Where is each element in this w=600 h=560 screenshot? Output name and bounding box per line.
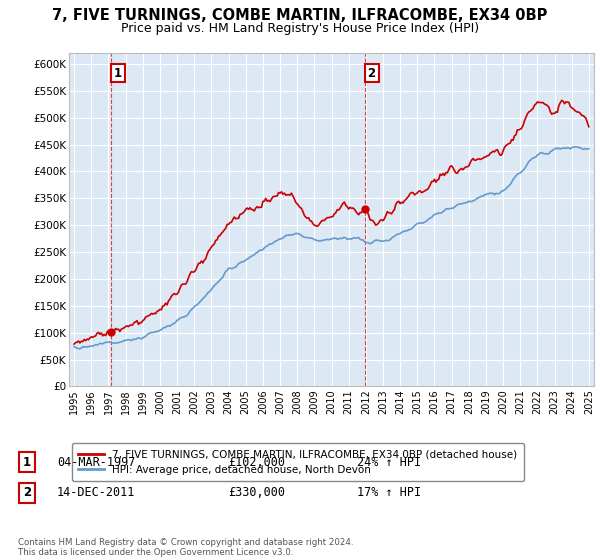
Legend: 7, FIVE TURNINGS, COMBE MARTIN, ILFRACOMBE, EX34 0BP (detached house), HPI: Aver: 7, FIVE TURNINGS, COMBE MARTIN, ILFRACOM… (71, 444, 524, 481)
Text: £330,000: £330,000 (228, 486, 285, 500)
Text: 1: 1 (23, 455, 31, 469)
Text: 1: 1 (114, 67, 122, 80)
Text: 2: 2 (23, 486, 31, 500)
Text: £102,000: £102,000 (228, 455, 285, 469)
Text: 14-DEC-2011: 14-DEC-2011 (57, 486, 136, 500)
Text: 2: 2 (368, 67, 376, 80)
Text: 17% ↑ HPI: 17% ↑ HPI (357, 486, 421, 500)
Text: Contains HM Land Registry data © Crown copyright and database right 2024.
This d: Contains HM Land Registry data © Crown c… (18, 538, 353, 557)
Text: 24% ↑ HPI: 24% ↑ HPI (357, 455, 421, 469)
Text: 7, FIVE TURNINGS, COMBE MARTIN, ILFRACOMBE, EX34 0BP: 7, FIVE TURNINGS, COMBE MARTIN, ILFRACOM… (52, 8, 548, 24)
Text: 04-MAR-1997: 04-MAR-1997 (57, 455, 136, 469)
Text: Price paid vs. HM Land Registry's House Price Index (HPI): Price paid vs. HM Land Registry's House … (121, 22, 479, 35)
